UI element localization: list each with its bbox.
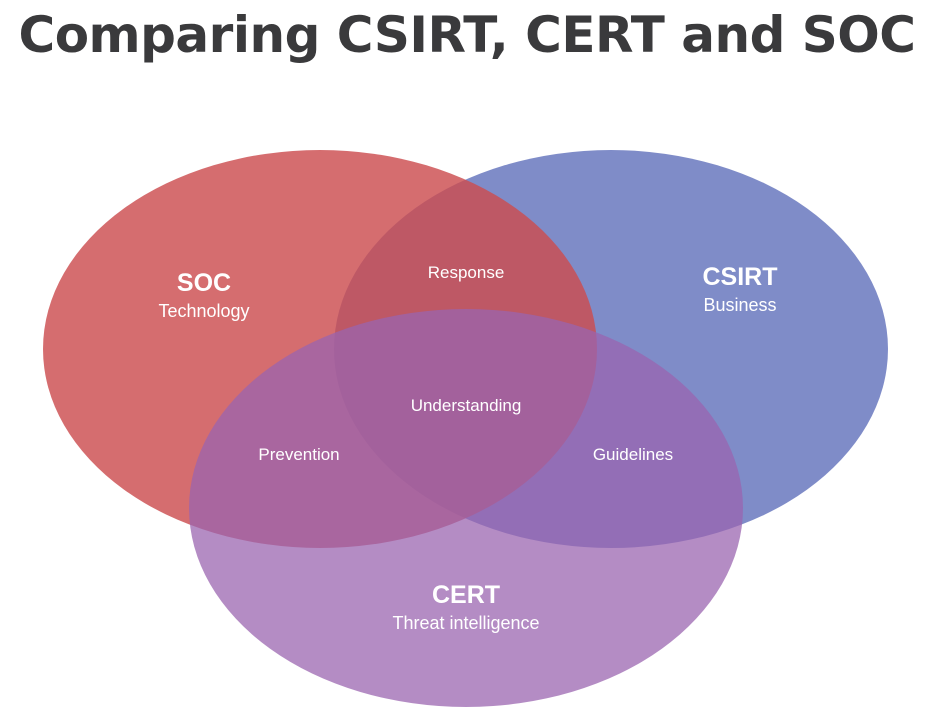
page-title: Comparing CSIRT, CERT and SOC [18, 6, 917, 64]
soc-labels: SOC Technology [158, 269, 249, 321]
intersection-labels: Response Understanding Prevention Guidel… [258, 263, 673, 464]
csirt-focus: Business [703, 295, 776, 315]
cert-focus: Threat intelligence [392, 613, 539, 633]
all-intersection: Understanding [411, 396, 522, 415]
soc-focus: Technology [158, 301, 249, 321]
soc-name: SOC [177, 269, 231, 297]
csirt-name: CSIRT [703, 263, 778, 291]
cert-circle [189, 309, 743, 707]
cert-name: CERT [432, 581, 500, 609]
csirt-cert-intersection: Guidelines [593, 445, 673, 464]
venn-circles [43, 150, 888, 707]
soc-cert-intersection: Prevention [258, 445, 339, 464]
cert-labels: CERT Threat intelligence [392, 581, 539, 633]
csirt-labels: CSIRT Business [703, 263, 778, 315]
soc-csirt-intersection: Response [428, 263, 505, 282]
